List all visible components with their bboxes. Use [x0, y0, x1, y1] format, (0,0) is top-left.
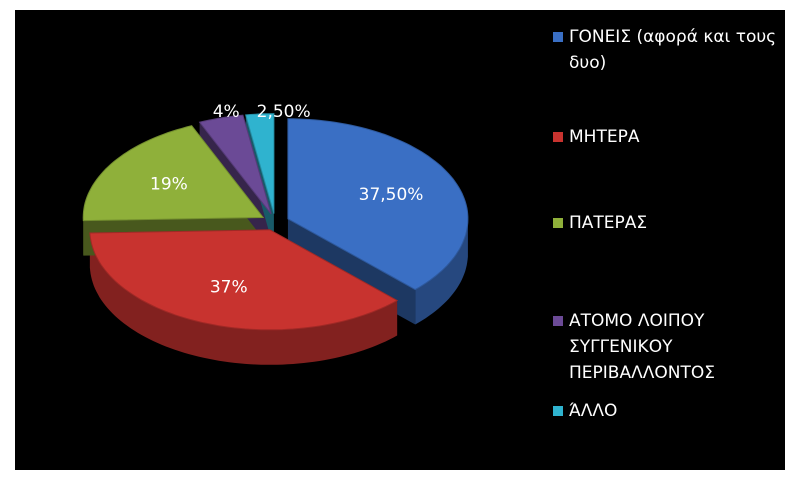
slice-side — [89, 233, 398, 365]
legend-label: ΑΤΟΜΟ ΛΟΙΠΟΥ ΣΥΓΓΕΝΙΚΟΥ ΠΕΡΙΒΑΛΛΟΝΤΟΣ — [569, 311, 715, 383]
legend-item: ΆΛΛΟ — [553, 398, 783, 424]
legend-item: ΜΗΤΕΡΑ — [553, 124, 783, 150]
legend-label: ΓΟΝΕΙΣ (αφορά και τους δυο) — [569, 27, 777, 73]
slice-side — [415, 218, 468, 325]
data-label: 4% — [213, 102, 240, 122]
data-label: 19% — [150, 174, 188, 194]
legend-item: ΠΑΤΕΡΑΣ — [553, 210, 783, 236]
legend-item: ΑΤΟΜΟ ΛΟΙΠΟΥ ΣΥΓΓΕΝΙΚΟΥ ΠΕΡΙΒΑΛΛΟΝΤΟΣ — [553, 308, 783, 386]
slice — [287, 118, 469, 291]
legend-swatch — [553, 132, 563, 142]
data-label: 37% — [210, 277, 248, 297]
data-label: 2,50% — [257, 102, 311, 122]
legend-label: ΆΛΛΟ — [569, 401, 618, 421]
slice — [89, 229, 399, 331]
legend-label: ΠΑΤΕΡΑΣ — [569, 213, 648, 233]
slice — [245, 113, 275, 214]
legend-swatch — [553, 32, 563, 42]
legend-swatch — [553, 218, 563, 228]
legend-item: ΓΟΝΕΙΣ (αφορά και τους δυο) — [553, 24, 783, 76]
slice — [198, 114, 272, 215]
data-label: 37,50% — [359, 185, 424, 205]
legend-swatch — [553, 406, 563, 416]
legend-swatch — [553, 316, 563, 326]
slice — [82, 125, 265, 222]
legend-label: ΜΗΤΕΡΑ — [569, 127, 640, 147]
